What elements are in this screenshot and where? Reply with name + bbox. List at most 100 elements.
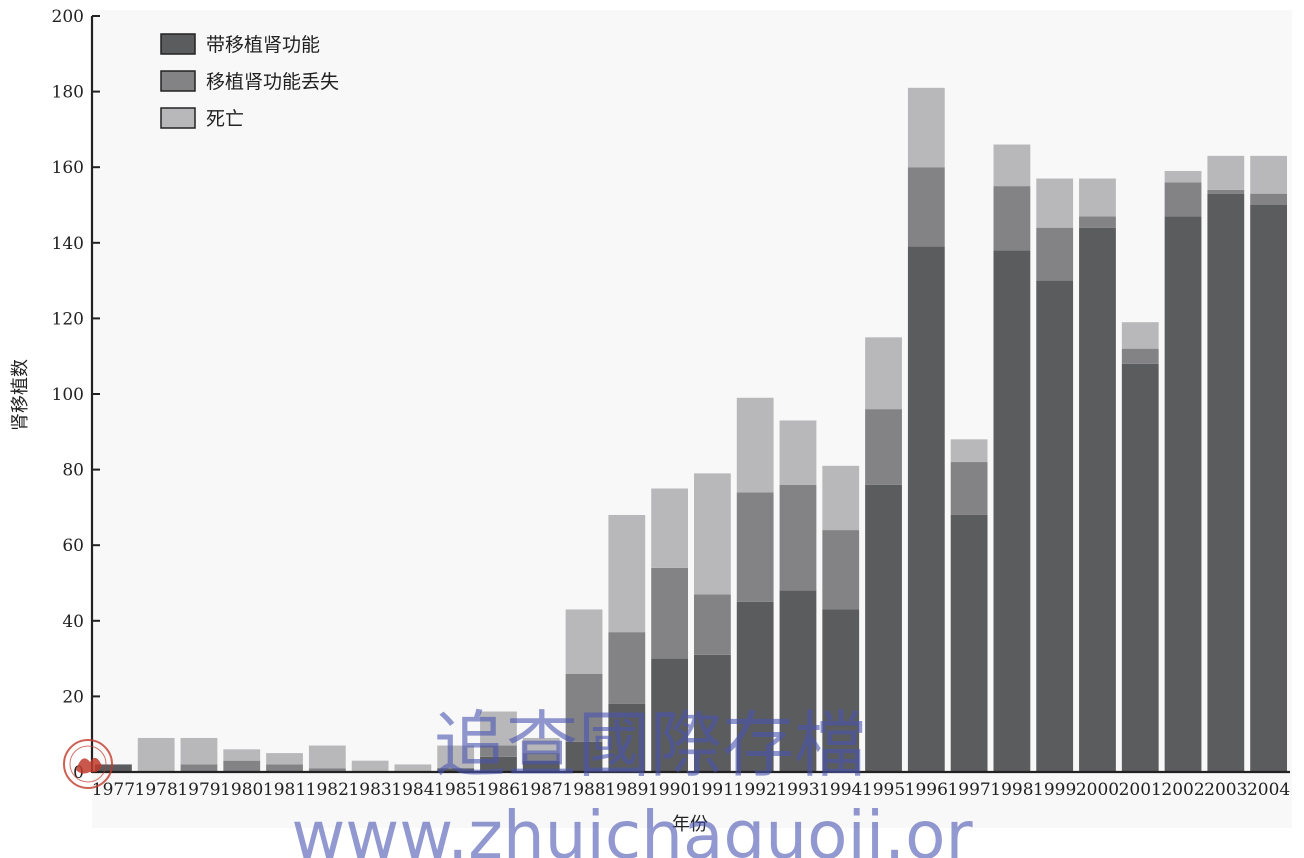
watermark-title: 追查國際存檔 bbox=[434, 703, 866, 787]
bar-segment-1988-series2 bbox=[565, 609, 603, 674]
bar-segment-1993-series1 bbox=[779, 484, 817, 591]
bar-segment-1987-series2 bbox=[522, 737, 560, 754]
x-tick-label: 1982 bbox=[306, 780, 349, 800]
watermark-seal-icon bbox=[63, 739, 113, 789]
bar-segment-2004-series2 bbox=[1250, 155, 1288, 194]
y-tick-label: 20 bbox=[62, 687, 84, 707]
bar-segment-2004-series1 bbox=[1250, 193, 1288, 205]
bar-segment-1989-series2 bbox=[608, 514, 646, 633]
bar-segment-1982-series1 bbox=[308, 768, 346, 772]
x-tick-label: 1999 bbox=[1033, 780, 1076, 800]
x-tick-label: 1992 bbox=[734, 780, 777, 800]
x-tick-label: 1989 bbox=[605, 780, 648, 800]
x-tick-label: 1984 bbox=[391, 780, 434, 800]
x-tick-label: 2002 bbox=[1161, 780, 1204, 800]
x-tick-label: 2000 bbox=[1076, 780, 1119, 800]
bar-segment-1988-series0 bbox=[565, 741, 603, 772]
bar-segment-1996-series0 bbox=[907, 246, 945, 772]
bar-segment-2000-series2 bbox=[1079, 178, 1116, 217]
y-tick-label: 40 bbox=[62, 612, 84, 632]
bar-segment-1986-series0 bbox=[480, 756, 517, 772]
bar-segment-1999-series0 bbox=[1036, 280, 1074, 772]
bar-segment-1980-series2 bbox=[223, 749, 261, 761]
bar-segment-1991-series0 bbox=[694, 654, 731, 772]
bar-segment-1999-series2 bbox=[1036, 178, 1074, 228]
bar-segment-1991-series2 bbox=[694, 473, 731, 595]
legend-swatch bbox=[160, 33, 196, 55]
bar-segment-1986-series1 bbox=[480, 745, 517, 757]
bar-segment-1990-series2 bbox=[651, 488, 689, 568]
bar-segment-1992-series0 bbox=[736, 601, 774, 772]
bar-segment-1983-series2 bbox=[351, 760, 389, 772]
bar-segment-2003-series0 bbox=[1207, 193, 1245, 772]
y-ticks-group: 0 20 40 60 80 100 120 140 160 180 200 bbox=[52, 7, 100, 783]
x-tick-label: 1987 bbox=[520, 780, 563, 800]
bar-segment-1997-series1 bbox=[950, 462, 988, 515]
x-tick-label: 2003 bbox=[1204, 780, 1247, 800]
x-tick-label: 1994 bbox=[819, 780, 862, 800]
bar-segment-1993-series2 bbox=[779, 420, 817, 485]
bar-segment-2002-series1 bbox=[1164, 182, 1202, 217]
bar-segment-1991-series1 bbox=[694, 594, 731, 655]
legend-swatch bbox=[160, 107, 196, 129]
y-tick-label: 120 bbox=[52, 309, 84, 329]
x-tick-label: 1978 bbox=[135, 780, 178, 800]
bar-segment-1981-series1 bbox=[266, 764, 303, 772]
bar-segment-1989-series1 bbox=[608, 632, 646, 704]
y-tick-label: 100 bbox=[52, 385, 84, 405]
y-axis-label: 肾移植数 bbox=[10, 359, 31, 431]
bar-segment-1984-series2 bbox=[394, 764, 432, 772]
x-tick-label: 1996 bbox=[905, 780, 948, 800]
bar-segment-2003-series1 bbox=[1207, 189, 1245, 194]
bar-segment-2001-series0 bbox=[1121, 363, 1159, 772]
bar-segment-2001-series1 bbox=[1121, 348, 1159, 364]
bar-segment-1999-series1 bbox=[1036, 227, 1074, 281]
bars-group bbox=[95, 87, 1288, 773]
bar-segment-1996-series1 bbox=[907, 167, 945, 247]
bar-segment-2002-series2 bbox=[1164, 170, 1202, 183]
bar-segment-2000-series1 bbox=[1079, 216, 1116, 228]
x-tick-label: 2001 bbox=[1119, 780, 1162, 800]
bar-segment-1994-series2 bbox=[822, 465, 860, 531]
legend-label: 死亡 bbox=[206, 108, 244, 130]
bar-segment-1998-series0 bbox=[993, 250, 1031, 773]
bar-segment-1990-series0 bbox=[651, 658, 689, 772]
x-tick-label: 1977 bbox=[92, 780, 135, 800]
bar-segment-1995-series1 bbox=[865, 409, 902, 485]
bar-segment-1981-series2 bbox=[266, 753, 303, 765]
bar-segment-1993-series0 bbox=[779, 590, 817, 772]
x-tick-label: 1998 bbox=[990, 780, 1033, 800]
bar-segment-1995-series2 bbox=[865, 337, 902, 410]
bar-segment-1990-series1 bbox=[651, 567, 689, 659]
x-tick-label: 1990 bbox=[648, 780, 691, 800]
bar-segment-1987-series0 bbox=[522, 760, 560, 772]
x-tick-label: 1981 bbox=[263, 780, 306, 800]
bar-segment-1998-series1 bbox=[993, 186, 1031, 251]
x-tick-label: 1991 bbox=[691, 780, 734, 800]
bar-segment-2004-series0 bbox=[1250, 205, 1288, 772]
bar-segment-1996-series2 bbox=[907, 87, 945, 168]
x-tick-label: 1997 bbox=[947, 780, 990, 800]
bar-segment-2003-series2 bbox=[1207, 155, 1245, 190]
x-tick-label: 1995 bbox=[862, 780, 905, 800]
bar-segment-1992-series2 bbox=[736, 397, 774, 493]
y-tick-label: 200 bbox=[52, 7, 84, 27]
y-tick-label: 140 bbox=[52, 234, 84, 254]
x-axis-label: 年份 bbox=[672, 814, 708, 835]
x-tick-label: 1993 bbox=[776, 780, 819, 800]
legend-label: 带移植肾功能 bbox=[206, 34, 320, 56]
watermark-url: www.zhuichaguoji.or bbox=[291, 797, 973, 858]
x-tick-label: 1979 bbox=[177, 780, 220, 800]
bar-segment-1987-series1 bbox=[522, 753, 560, 761]
y-tick-label: 0 bbox=[73, 763, 84, 783]
bar-segment-1979-series2 bbox=[180, 737, 218, 765]
y-tick-label: 80 bbox=[62, 461, 84, 481]
y-tick-label: 180 bbox=[52, 83, 84, 103]
bar-segment-1978-series2 bbox=[137, 737, 175, 772]
x-tick-label: 1983 bbox=[348, 780, 391, 800]
bar-segment-1980-series1 bbox=[223, 760, 261, 772]
bar-segment-1982-series2 bbox=[308, 745, 346, 769]
bar-segment-1985-series2 bbox=[437, 745, 475, 769]
